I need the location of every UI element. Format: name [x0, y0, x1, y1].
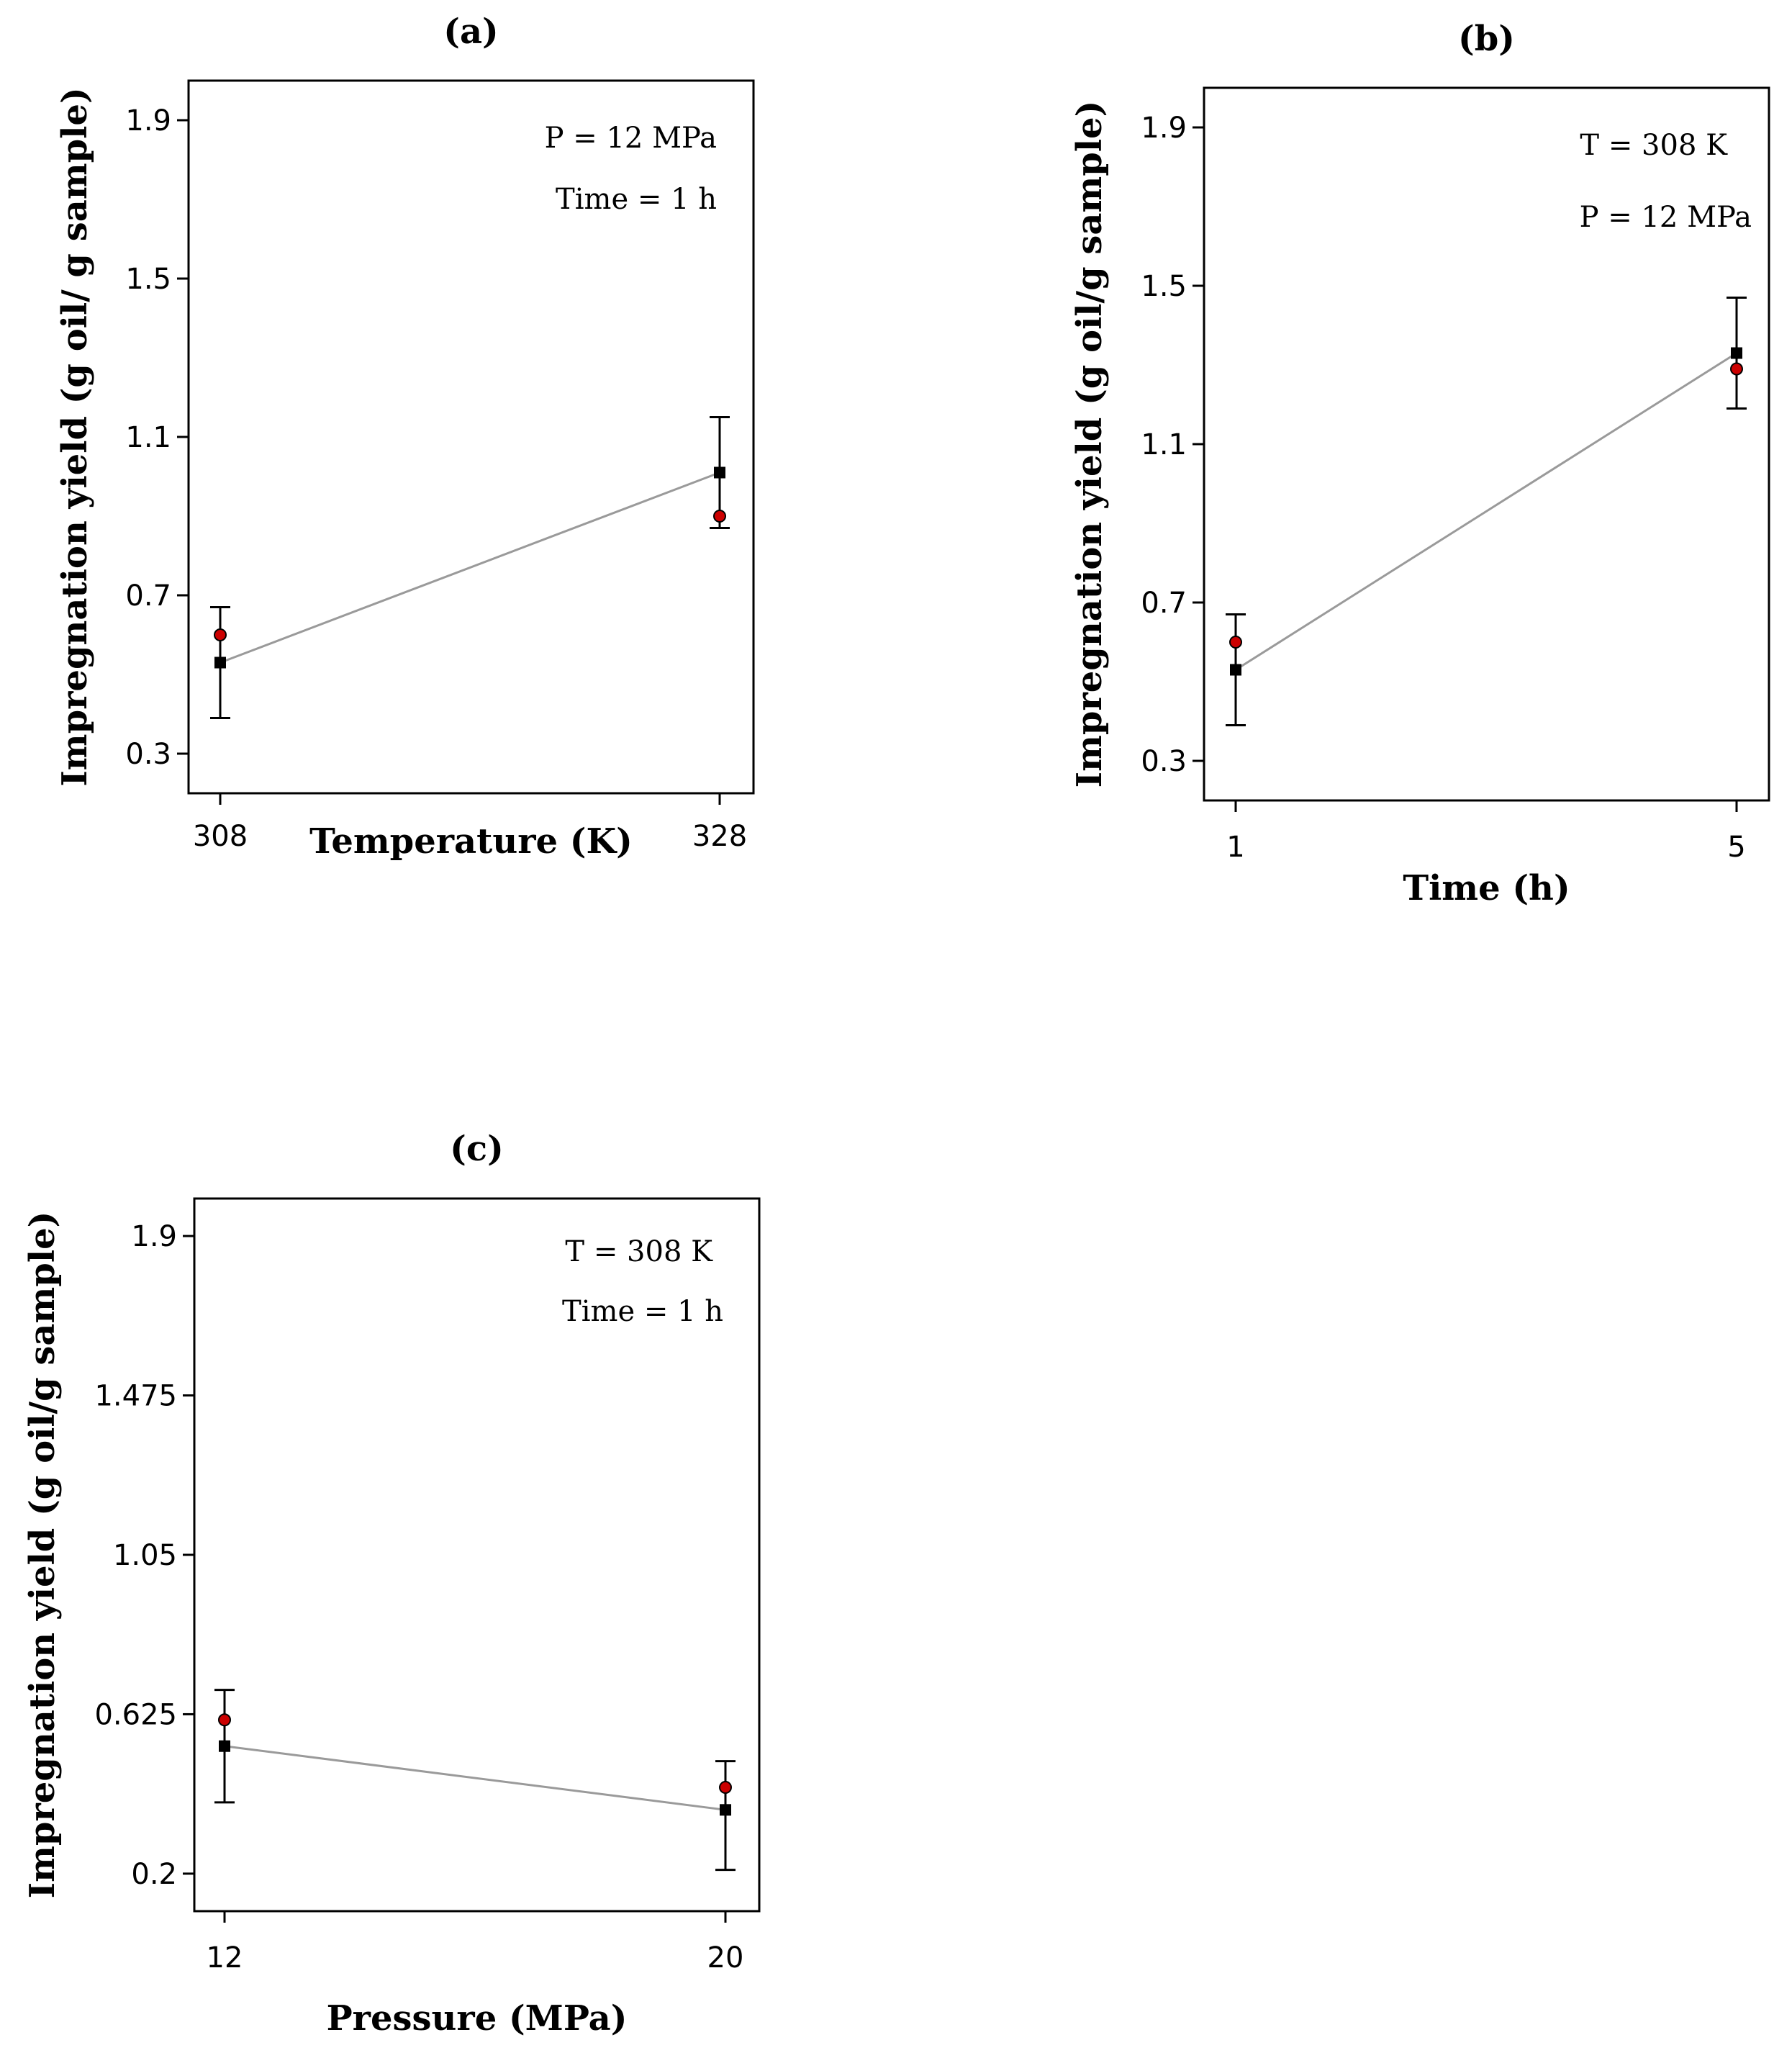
- plot-frame: [1203, 86, 1770, 802]
- experimental-point: [1229, 636, 1242, 649]
- experimental-point: [719, 1781, 732, 1795]
- experimental-point: [1730, 362, 1743, 376]
- y-tick-label: 1.1: [1141, 428, 1187, 461]
- predicted-point: [219, 1740, 230, 1752]
- chart-panel-2: (b) 1.9 1.5 1.1 0.7 0.3 1 5 Time (h) Impregnation…: [1069, 19, 1770, 908]
- y-tick-label: 0.7: [125, 579, 171, 613]
- y-tick-label: 1.475: [94, 1380, 177, 1413]
- experimental-point: [214, 628, 227, 641]
- experimental-point: [218, 1713, 231, 1727]
- condition-annotation: Time = 1 h: [562, 1295, 723, 1328]
- x-tick-label: 1: [1226, 831, 1244, 864]
- experimental-point: [713, 510, 726, 523]
- y-tick-label: 0.625: [94, 1698, 177, 1731]
- condition-annotation: Time = 1 h: [556, 183, 717, 216]
- x-axis-label: Time (h): [1403, 868, 1570, 908]
- condition-annotation: P = 12 MPa: [1580, 201, 1752, 234]
- fit-line: [1235, 352, 1737, 671]
- y-tick-label: 1.05: [113, 1539, 177, 1572]
- predicted-point: [214, 656, 226, 669]
- fit-line: [224, 1745, 726, 1811]
- y-axis-label: Impregnation yield (g oil/g sample): [1069, 101, 1110, 788]
- x-tick-label: 5: [1727, 831, 1745, 864]
- x-axis-label: Pressure (MPa): [327, 1998, 628, 2039]
- chart-title: (b): [1458, 19, 1515, 59]
- x-tick-label: 20: [707, 1941, 744, 1974]
- y-tick-label: 0.7: [1141, 587, 1187, 620]
- y-tick-label: 0.2: [131, 1858, 177, 1891]
- y-tick-label: 1.1: [125, 421, 171, 454]
- fit-line: [220, 471, 720, 664]
- y-tick-label: 0.3: [1141, 745, 1187, 778]
- chart-title: (a): [443, 12, 499, 52]
- chart-panel-1: (a) 1.9 1.5 1.1 0.7 0.3 308 328 Temperature (K) I…: [55, 12, 755, 862]
- x-axis-label: Temperature (K): [309, 821, 633, 862]
- chart-title: (c): [450, 1129, 504, 1169]
- y-tick-label: 1.9: [125, 104, 171, 137]
- y-tick-label: 1.5: [125, 263, 171, 296]
- x-tick-label: 308: [193, 820, 248, 853]
- predicted-point: [1230, 664, 1241, 676]
- chart-panel-3: (c) 1.9 1.475 1.05 0.625 0.2 12 20 Pressure (MPa…: [22, 1129, 761, 2039]
- y-axis-label: Impregnation yield (g oil/g sample): [22, 1211, 63, 1899]
- y-tick-label: 0.3: [125, 738, 171, 771]
- y-tick-label: 1.9: [131, 1220, 177, 1253]
- condition-annotation: T = 308 K: [1580, 129, 1728, 162]
- predicted-point: [720, 1804, 731, 1816]
- predicted-point: [714, 466, 725, 479]
- x-tick-label: 12: [207, 1941, 243, 1974]
- y-tick-label: 1.5: [1141, 270, 1187, 303]
- y-tick-label: 1.9: [1141, 112, 1187, 145]
- x-tick-label: 328: [692, 820, 747, 853]
- condition-annotation: P = 12 MPa: [545, 122, 717, 155]
- y-axis-label: Impregnation yield (g oil/ g sample): [55, 87, 95, 786]
- predicted-point: [1731, 347, 1742, 359]
- condition-annotation: T = 308 K: [565, 1235, 713, 1268]
